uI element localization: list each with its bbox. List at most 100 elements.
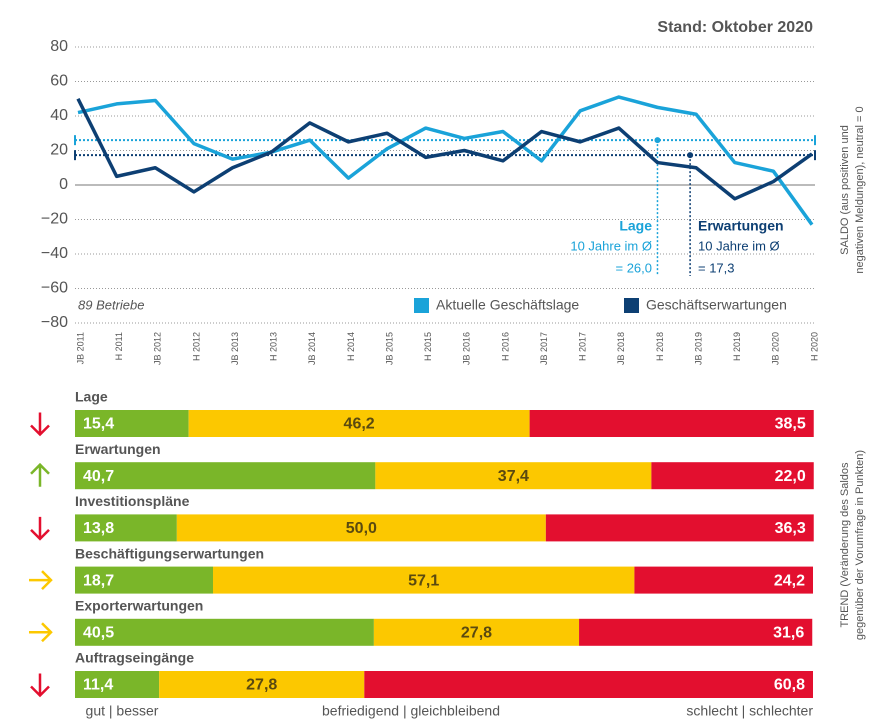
x-tick-label: H 2018 [655,332,665,361]
x-tick-label: H 2019 [732,332,742,361]
x-tick-label: JB 2017 [539,332,549,365]
value-label: 38,5 [775,416,806,433]
legend-label: Geschäftserwartungen [646,297,787,313]
x-tick-label: JB 2011 [75,332,85,364]
bar-segment [651,462,814,490]
category-label: Lage [75,389,108,405]
y-tick-label: 80 [50,38,68,55]
bar-segment [213,566,635,594]
x-tick-label: H 2017 [578,332,588,361]
value-label: 27,8 [461,625,492,642]
trend-arrow [30,673,50,698]
reference-dot [687,152,694,159]
legend-label: befriedigend | gleichbleibend [322,703,500,719]
x-tick-label: JB 2013 [230,332,240,365]
bar-segment [75,618,374,646]
bar-segment [373,618,580,646]
bar-segment [176,514,546,542]
bar-segment [75,566,214,594]
x-tick-label: H 2016 [500,332,510,361]
y-axis-label: SALDO (aus positiven und [839,125,851,255]
annotation-title: Erwartungen [698,218,784,234]
x-tick-label: JB 2014 [307,332,317,365]
x-tick-label: H 2020 [809,332,819,361]
x-tick-label: JB 2018 [616,332,626,365]
bar-segment [159,671,365,698]
category-label: Beschäftigungserwartungen [75,545,264,561]
value-label: 31,6 [773,625,804,642]
bar-segment [375,462,652,490]
bar-segment [634,566,813,594]
annotation: = 26,0 [615,260,652,275]
annotation: 10 Jahre im Ø [570,238,652,253]
value-label: 57,1 [408,572,439,589]
value-label: 24,2 [774,572,805,589]
trend-arrow [30,462,50,487]
value-label: 22,0 [775,468,806,485]
x-tick-label: H 2011 [114,332,124,360]
y-tick-label: −40 [41,245,68,262]
annotation: 10 Jahre im Ø [698,238,780,253]
bar-segment [75,671,160,698]
y-tick-label: 60 [50,73,68,90]
trend-arrow [30,412,50,437]
bar-segment [364,671,813,698]
value-label: 37,4 [498,468,529,485]
x-tick-label: JB 2019 [693,332,703,365]
trend-arrow [29,622,53,643]
bar-segment [75,462,376,490]
y-tick-label: −80 [41,314,68,331]
axis-label: gegenüber der Vorumfrage in Punkten) [854,450,866,640]
legend-label: Aktuelle Geschäftslage [436,297,579,313]
trend-arrow [29,570,53,590]
legend-swatch [414,298,429,313]
reference-dot [654,137,661,144]
y-tick-label: 20 [50,142,68,159]
category-label: Investitionspläne [75,493,190,509]
x-tick-label: JB 2012 [153,332,163,365]
value-label: 40,5 [83,625,114,642]
y-tick-label: −60 [41,280,68,297]
value-label: 40,7 [83,468,114,485]
x-tick-label: JB 2015 [384,332,394,365]
annotation-title: Lage [619,218,652,234]
y-tick-label: 40 [50,107,68,124]
x-tick-label: JB 2020 [771,332,781,365]
legend-label: schlecht | schlechter [686,703,813,719]
bar-segment [75,514,177,542]
value-label: 18,7 [83,572,114,589]
bar-segment [188,410,530,437]
value-label: 11,4 [83,677,113,694]
bar-segment [529,410,814,437]
value-label: 46,2 [344,416,375,433]
legend-swatch [624,298,639,313]
x-tick-label: JB 2016 [462,332,472,365]
value-label: 13,8 [83,520,114,537]
y-tick-label: 0 [59,176,68,193]
chart-title: Stand: Oktober 2020 [657,19,813,36]
bar-segment [75,410,189,437]
annotation: = 17,3 [698,260,735,275]
trend-arrow [30,516,50,541]
y-tick-label: −20 [41,211,68,228]
bar-segment [579,618,813,646]
value-label: 15,4 [83,416,114,433]
line-series [77,95,814,226]
x-tick-label: H 2012 [191,332,201,361]
annotation: 89 Betriebe [78,297,145,312]
value-label: 27,8 [246,677,277,694]
x-tick-label: H 2014 [346,332,356,361]
x-tick-label: H 2013 [269,332,279,361]
value-label: 50,0 [346,520,377,537]
value-label: 36,3 [775,520,806,537]
y-axis-label: negativen Meldungen), neutral = 0 [854,106,866,273]
legend-label: gut | besser [86,703,159,719]
value-label: 60,8 [774,677,805,694]
line-series [76,97,814,201]
x-tick-label: H 2015 [423,332,433,361]
category-label: Erwartungen [75,441,161,457]
category-label: Auftragseingänge [75,650,194,666]
axis-label: TREND (Veränderung des Saldos [839,462,851,628]
bar-segment [545,514,814,542]
